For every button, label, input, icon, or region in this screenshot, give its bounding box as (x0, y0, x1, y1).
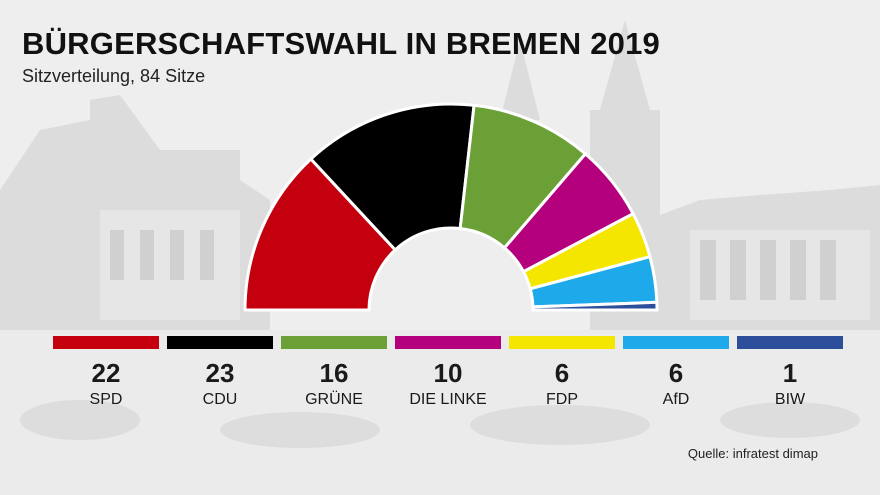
seat-count-die-linke: 10 (434, 358, 463, 388)
seat-count-grüne: 16 (320, 358, 349, 388)
legend-swatch-die-linke (395, 336, 501, 349)
party-label-fdp: FDP (546, 391, 578, 408)
seat-count-spd: 22 (92, 358, 121, 388)
seat-count-cdu: 23 (206, 358, 235, 388)
party-label-afd: AfD (663, 391, 690, 408)
seat-count-fdp: 6 (555, 358, 569, 388)
party-label-cdu: CDU (203, 391, 238, 408)
chart-subtitle: Sitzverteilung, 84 Sitze (22, 66, 206, 86)
seat-segment-biw (531, 300, 659, 312)
party-label-spd: SPD (90, 391, 123, 408)
seat-count-afd: 6 (669, 358, 683, 388)
legend-swatch-grüne (281, 336, 387, 349)
legend-swatch-biw (737, 336, 843, 349)
chart-title: BÜRGERSCHAFTSWAHL IN BREMEN 2019 (22, 26, 660, 61)
source-note: Quelle: infratest dimap (687, 446, 818, 461)
seat-segment-cdu (309, 102, 476, 252)
party-label-biw: BIW (775, 391, 806, 408)
legend-swatch-afd (623, 336, 729, 349)
seat-segment-spd (243, 157, 397, 312)
legend-swatch-fdp (509, 336, 615, 349)
party-label-die-linke: DIE LINKE (409, 391, 486, 408)
legend-swatch-cdu (167, 336, 273, 349)
legend-swatch-spd (53, 336, 159, 349)
seat-count-biw: 1 (783, 358, 797, 388)
party-label-grüne: GRÜNE (305, 390, 363, 408)
